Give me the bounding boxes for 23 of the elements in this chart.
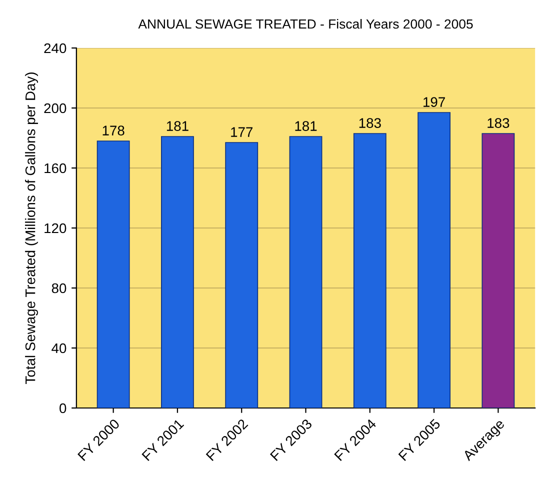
bar	[482, 133, 515, 408]
bar	[225, 142, 258, 408]
data-label: 197	[424, 97, 445, 107]
y-tick-label: 160	[44, 163, 66, 174]
bar	[289, 136, 322, 408]
data-label: 183	[488, 118, 510, 128]
bar	[418, 112, 451, 408]
y-tick-label: 80	[52, 283, 66, 294]
data-label: 181	[295, 121, 317, 131]
chart-title: ANNUAL SEWAGE TREATED - Fiscal Years 2000 - 2005	[138, 18, 473, 29]
y-tick-label: 200	[44, 103, 66, 114]
bar	[96, 140, 130, 408]
data-label: 181	[166, 121, 188, 131]
y-tick-label: 120	[44, 223, 66, 234]
bar	[161, 136, 194, 408]
data-label: 178	[102, 126, 124, 136]
data-label: 183	[359, 118, 381, 128]
y-tick-label: 40	[52, 343, 66, 354]
y-tick-label: 0	[60, 403, 66, 414]
y-tick-label: 240	[44, 43, 66, 54]
data-label: 177	[231, 127, 253, 137]
y-axis-title: Total Sewage Treated (Millions of Gallons per Day)	[25, 72, 38, 384]
bar	[353, 133, 386, 408]
